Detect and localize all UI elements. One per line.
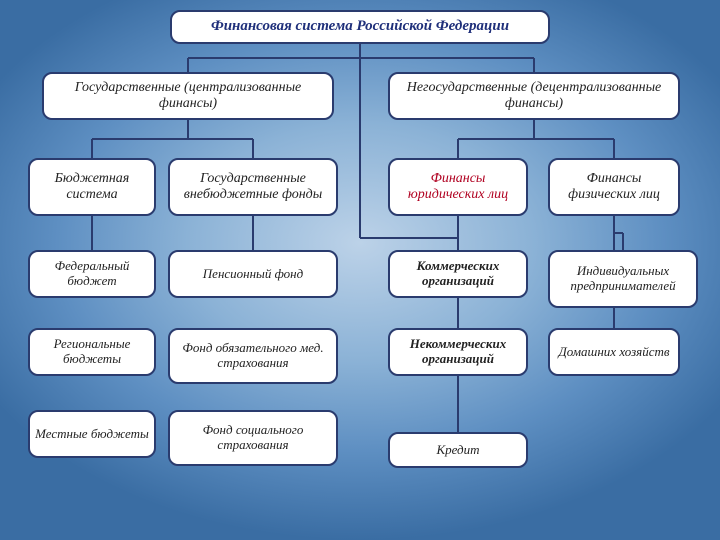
node-nongov: Негосударственные (децентрализованные фи… [388, 72, 680, 120]
node-budget: Бюджетная система [28, 158, 156, 216]
node-finjur: Финансы юридических лиц [388, 158, 528, 216]
node-fondsoc: Фонд социального страхования [168, 410, 338, 466]
node-nekomm: Некоммерческих организаций [388, 328, 528, 376]
node-gov: Государственные (централизованные финанс… [42, 72, 334, 120]
node-indiv: Индивидуальных предпринимателей [548, 250, 698, 308]
node-root: Финансовая система Российской Федерации [170, 10, 550, 44]
node-fondmed: Фонд обязательного мед. страхования [168, 328, 338, 384]
node-mest: Местные бюджеты [28, 410, 156, 458]
node-domhoz: Домашних хозяйств [548, 328, 680, 376]
node-kredit: Кредит [388, 432, 528, 468]
node-reg: Региональные бюджеты [28, 328, 156, 376]
node-pens: Пенсионный фонд [168, 250, 338, 298]
node-komm: Коммерческих организаций [388, 250, 528, 298]
node-extrab: Государственные внебюджетные фонды [168, 158, 338, 216]
node-finfiz: Финансы физических лиц [548, 158, 680, 216]
node-fed: Федеральный бюджет [28, 250, 156, 298]
